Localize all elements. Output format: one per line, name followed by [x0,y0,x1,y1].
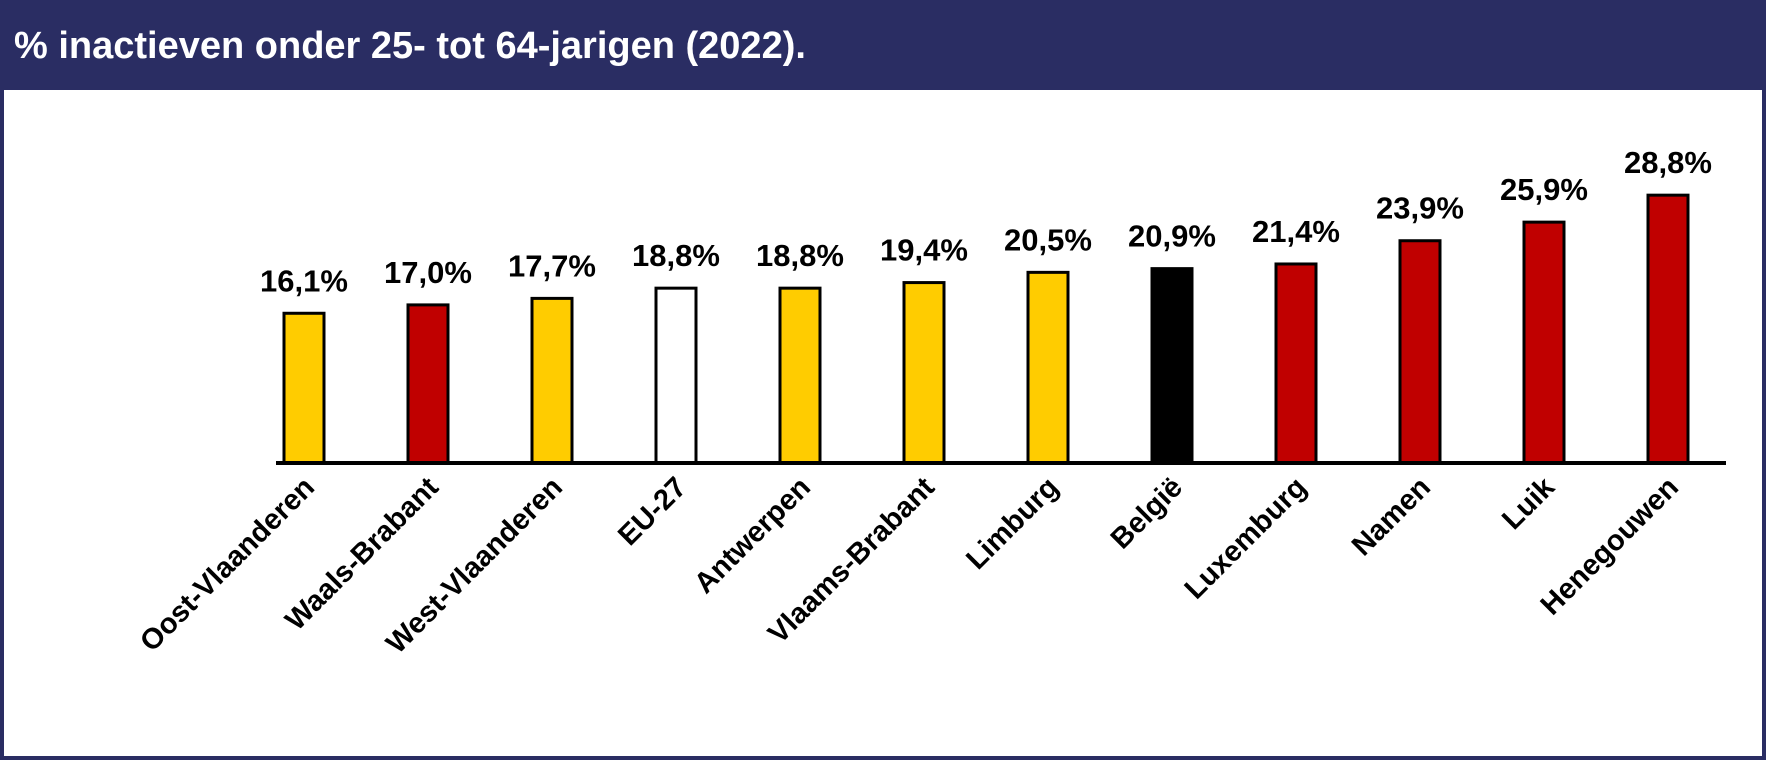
value-label: 23,9% [1376,191,1464,226]
value-label: 18,8% [632,238,720,273]
value-label: 20,5% [1004,222,1092,257]
bar [1026,270,1070,465]
bar [530,296,574,465]
header [0,0,1766,90]
bar [654,286,698,465]
bar [282,311,326,465]
bar [1646,193,1690,465]
value-label: 17,7% [508,248,596,283]
value-label: 16,1% [260,263,348,298]
bar [778,286,822,465]
value-label: 21,4% [1252,214,1340,249]
chart-title: % inactieven onder 25- tot 64-jarigen (2… [14,25,806,67]
bar [1398,239,1442,465]
value-label: 20,9% [1128,219,1216,254]
bar [1150,267,1194,465]
value-label: 17,0% [384,255,472,290]
value-label: 19,4% [880,233,968,268]
bar [1522,220,1566,465]
bar [406,303,450,465]
value-label: 28,8% [1624,145,1712,180]
value-label: 25,9% [1500,172,1588,207]
bar [1274,262,1318,465]
bar [902,281,946,465]
value-label: 18,8% [756,238,844,273]
